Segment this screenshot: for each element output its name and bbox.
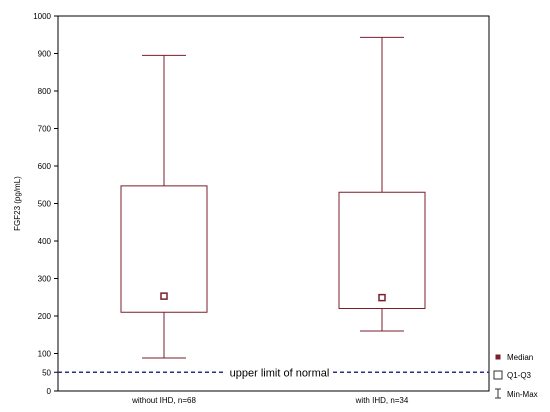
y-tick-label: 50 xyxy=(42,368,51,377)
box-2 xyxy=(338,36,426,332)
legend-minmax-label: Min-Max xyxy=(507,390,538,399)
legend-box-icon xyxy=(493,370,503,380)
y-tick-label: 100 xyxy=(38,350,52,359)
reference-line-group: upper limit of normal xyxy=(58,367,489,379)
box-q1-q3 xyxy=(120,185,208,313)
y-tick-label: 800 xyxy=(38,87,52,96)
y-tick-label: 400 xyxy=(38,237,52,246)
box-q1-q3 xyxy=(338,191,426,309)
y-tick-label: 600 xyxy=(38,162,52,171)
x-category-label: with IHD, n=34 xyxy=(355,396,409,405)
x-category-label: without IHD, n=68 xyxy=(131,396,196,405)
legend-median-label: Median xyxy=(507,353,533,362)
y-tick-label: 300 xyxy=(38,275,52,284)
y-axis: 0 50 100 200 300 400 500 600 700 800 900 1000 xyxy=(33,12,58,396)
x-axis-categories: without IHD, n=68 with IHD, n=34 xyxy=(131,396,409,405)
legend: Median Q1-Q3 Min-Max xyxy=(493,353,538,399)
boxes-group xyxy=(120,36,426,359)
y-tick-label: 700 xyxy=(38,125,52,134)
y-axis-title: FGF23 (pg/mL) xyxy=(13,176,22,231)
y-tick-label: 900 xyxy=(38,50,52,59)
y-tick-label: 500 xyxy=(38,200,52,209)
box-1 xyxy=(120,54,208,359)
reference-line-label: upper limit of normal xyxy=(230,367,330,379)
y-tick-label: 200 xyxy=(38,312,52,321)
y-tick-label: 1000 xyxy=(33,12,51,21)
median-marker xyxy=(160,292,168,300)
legend-box-label: Q1-Q3 xyxy=(507,371,532,380)
median-marker xyxy=(378,293,386,302)
y-tick-label: 0 xyxy=(47,387,52,396)
legend-median-icon xyxy=(495,354,501,360)
